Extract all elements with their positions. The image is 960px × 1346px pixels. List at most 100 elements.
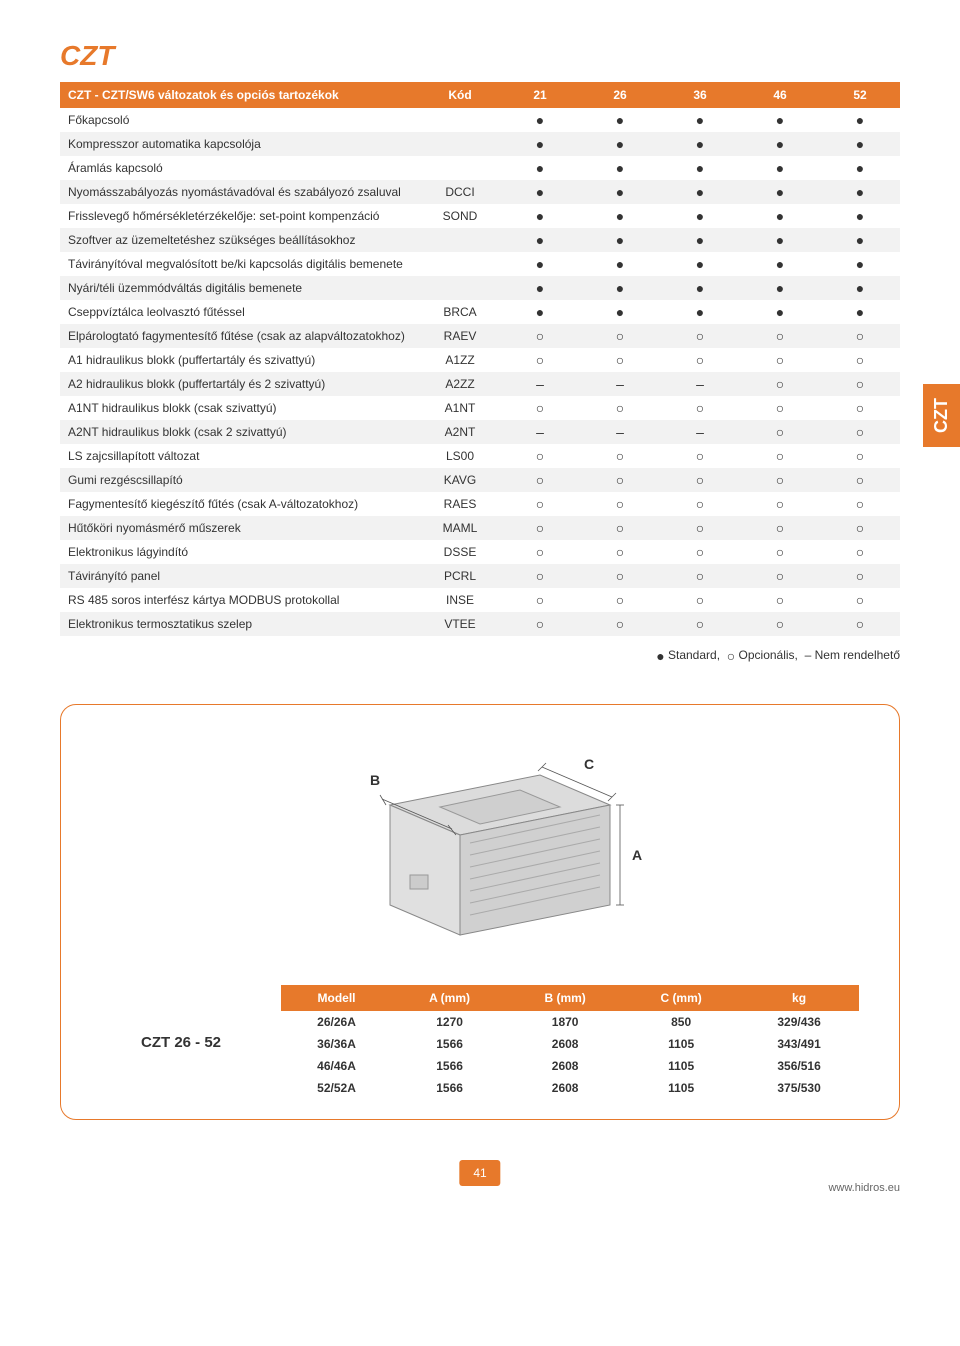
spec-cell: ○	[660, 348, 740, 372]
std-icon: ●	[656, 648, 664, 664]
spec-cell: ●	[660, 300, 740, 324]
spec-row-label: Frisslevegő hőmérsékletérzékelője: set-p…	[60, 204, 420, 228]
spec-header-label: CZT - CZT/SW6 változatok és opciós tarto…	[60, 82, 420, 108]
spec-cell: ●	[740, 108, 820, 132]
spec-col: 26	[580, 82, 660, 108]
spec-cell: ○	[500, 612, 580, 636]
spec-cell: ●	[500, 132, 580, 156]
spec-cell: ●	[580, 228, 660, 252]
footer-url: www.hidros.eu	[828, 1182, 900, 1194]
spec-cell: ○	[500, 348, 580, 372]
spec-cell: ○	[580, 588, 660, 612]
spec-cell: ●	[580, 276, 660, 300]
spec-cell: ●	[500, 180, 580, 204]
dim-header: A (mm)	[392, 985, 507, 1011]
spec-row-label: Távirányító panel	[60, 564, 420, 588]
spec-cell: ●	[660, 156, 740, 180]
spec-cell: ○	[580, 612, 660, 636]
spec-cell: ●	[820, 276, 900, 300]
spec-cell: ○	[660, 540, 740, 564]
spec-cell: ●	[580, 252, 660, 276]
spec-cell: ●	[740, 156, 820, 180]
spec-cell: ●	[820, 228, 900, 252]
spec-row-code: MAML	[420, 516, 500, 540]
spec-cell: ○	[500, 444, 580, 468]
dim-cell: 356/516	[739, 1055, 859, 1077]
dim-cell: 1566	[392, 1055, 507, 1077]
spec-cell: –	[660, 420, 740, 444]
spec-cell: ○	[500, 468, 580, 492]
spec-col: 21	[500, 82, 580, 108]
spec-cell: ○	[740, 516, 820, 540]
spec-cell: ●	[660, 180, 740, 204]
spec-cell: ○	[500, 396, 580, 420]
side-tab: CZT	[923, 384, 960, 447]
spec-cell: ○	[740, 588, 820, 612]
spec-row-code: A2NT	[420, 420, 500, 444]
spec-cell: ●	[500, 276, 580, 300]
spec-row-label: Áramlás kapcsoló	[60, 156, 420, 180]
dim-label-c: C	[584, 756, 594, 772]
spec-row-code: A1ZZ	[420, 348, 500, 372]
spec-row-code: BRCA	[420, 300, 500, 324]
spec-cell: ○	[660, 444, 740, 468]
dim-cell: 1105	[623, 1033, 739, 1055]
spec-cell: ●	[500, 228, 580, 252]
dim-header: kg	[739, 985, 859, 1011]
spec-cell: ●	[580, 108, 660, 132]
spec-cell: ●	[500, 204, 580, 228]
spec-row-code: INSE	[420, 588, 500, 612]
spec-cell: ○	[820, 444, 900, 468]
spec-row-code: KAVG	[420, 468, 500, 492]
spec-row-code: VTEE	[420, 612, 500, 636]
spec-row-label: Cseppvíztálca leolvasztó fűtéssel	[60, 300, 420, 324]
spec-cell: ●	[740, 228, 820, 252]
spec-row-label: Fagymentesítő kiegészítő fűtés (csak A-v…	[60, 492, 420, 516]
spec-cell: –	[580, 372, 660, 396]
spec-cell: ○	[820, 492, 900, 516]
spec-cell: ○	[740, 540, 820, 564]
spec-cell: ○	[820, 516, 900, 540]
spec-cell: ○	[740, 492, 820, 516]
spec-cell: ●	[580, 156, 660, 180]
dim-cell: 1566	[392, 1033, 507, 1055]
dim-cell: 2608	[507, 1055, 623, 1077]
spec-cell: ○	[820, 372, 900, 396]
spec-cell: ○	[820, 468, 900, 492]
spec-cell: ○	[820, 612, 900, 636]
spec-row-label: Főkapcsoló	[60, 108, 420, 132]
spec-cell: ○	[580, 324, 660, 348]
spec-cell: ●	[660, 204, 740, 228]
spec-cell: ●	[820, 204, 900, 228]
spec-cell: ○	[660, 588, 740, 612]
spec-cell: ○	[660, 516, 740, 540]
spec-cell: ●	[660, 276, 740, 300]
spec-cell: ○	[820, 420, 900, 444]
spec-cell: ●	[660, 108, 740, 132]
spec-row-code: LS00	[420, 444, 500, 468]
spec-cell: ●	[820, 108, 900, 132]
spec-cell: ○	[580, 492, 660, 516]
spec-cell: ○	[740, 420, 820, 444]
spec-row-label: Elektronikus lágyindító	[60, 540, 420, 564]
spec-cell: ○	[500, 492, 580, 516]
spec-row-code	[420, 228, 500, 252]
dim-cell: 46/46A	[281, 1055, 392, 1077]
spec-cell: ○	[580, 348, 660, 372]
spec-cell: ○	[660, 468, 740, 492]
spec-cell: ○	[580, 444, 660, 468]
spec-cell: ○	[740, 372, 820, 396]
spec-cell: ○	[740, 444, 820, 468]
spec-row-code: SOND	[420, 204, 500, 228]
spec-col: 36	[660, 82, 740, 108]
spec-cell: ●	[740, 132, 820, 156]
spec-cell: ●	[740, 276, 820, 300]
spec-cell: ●	[660, 228, 740, 252]
model-range-label: CZT 26 - 52	[101, 1034, 221, 1051]
spec-cell: ○	[580, 564, 660, 588]
spec-cell: ○	[820, 324, 900, 348]
dim-label-b: B	[370, 772, 380, 788]
spec-cell: ●	[500, 156, 580, 180]
spec-cell: ○	[820, 396, 900, 420]
dim-cell: 52/52A	[281, 1077, 392, 1099]
